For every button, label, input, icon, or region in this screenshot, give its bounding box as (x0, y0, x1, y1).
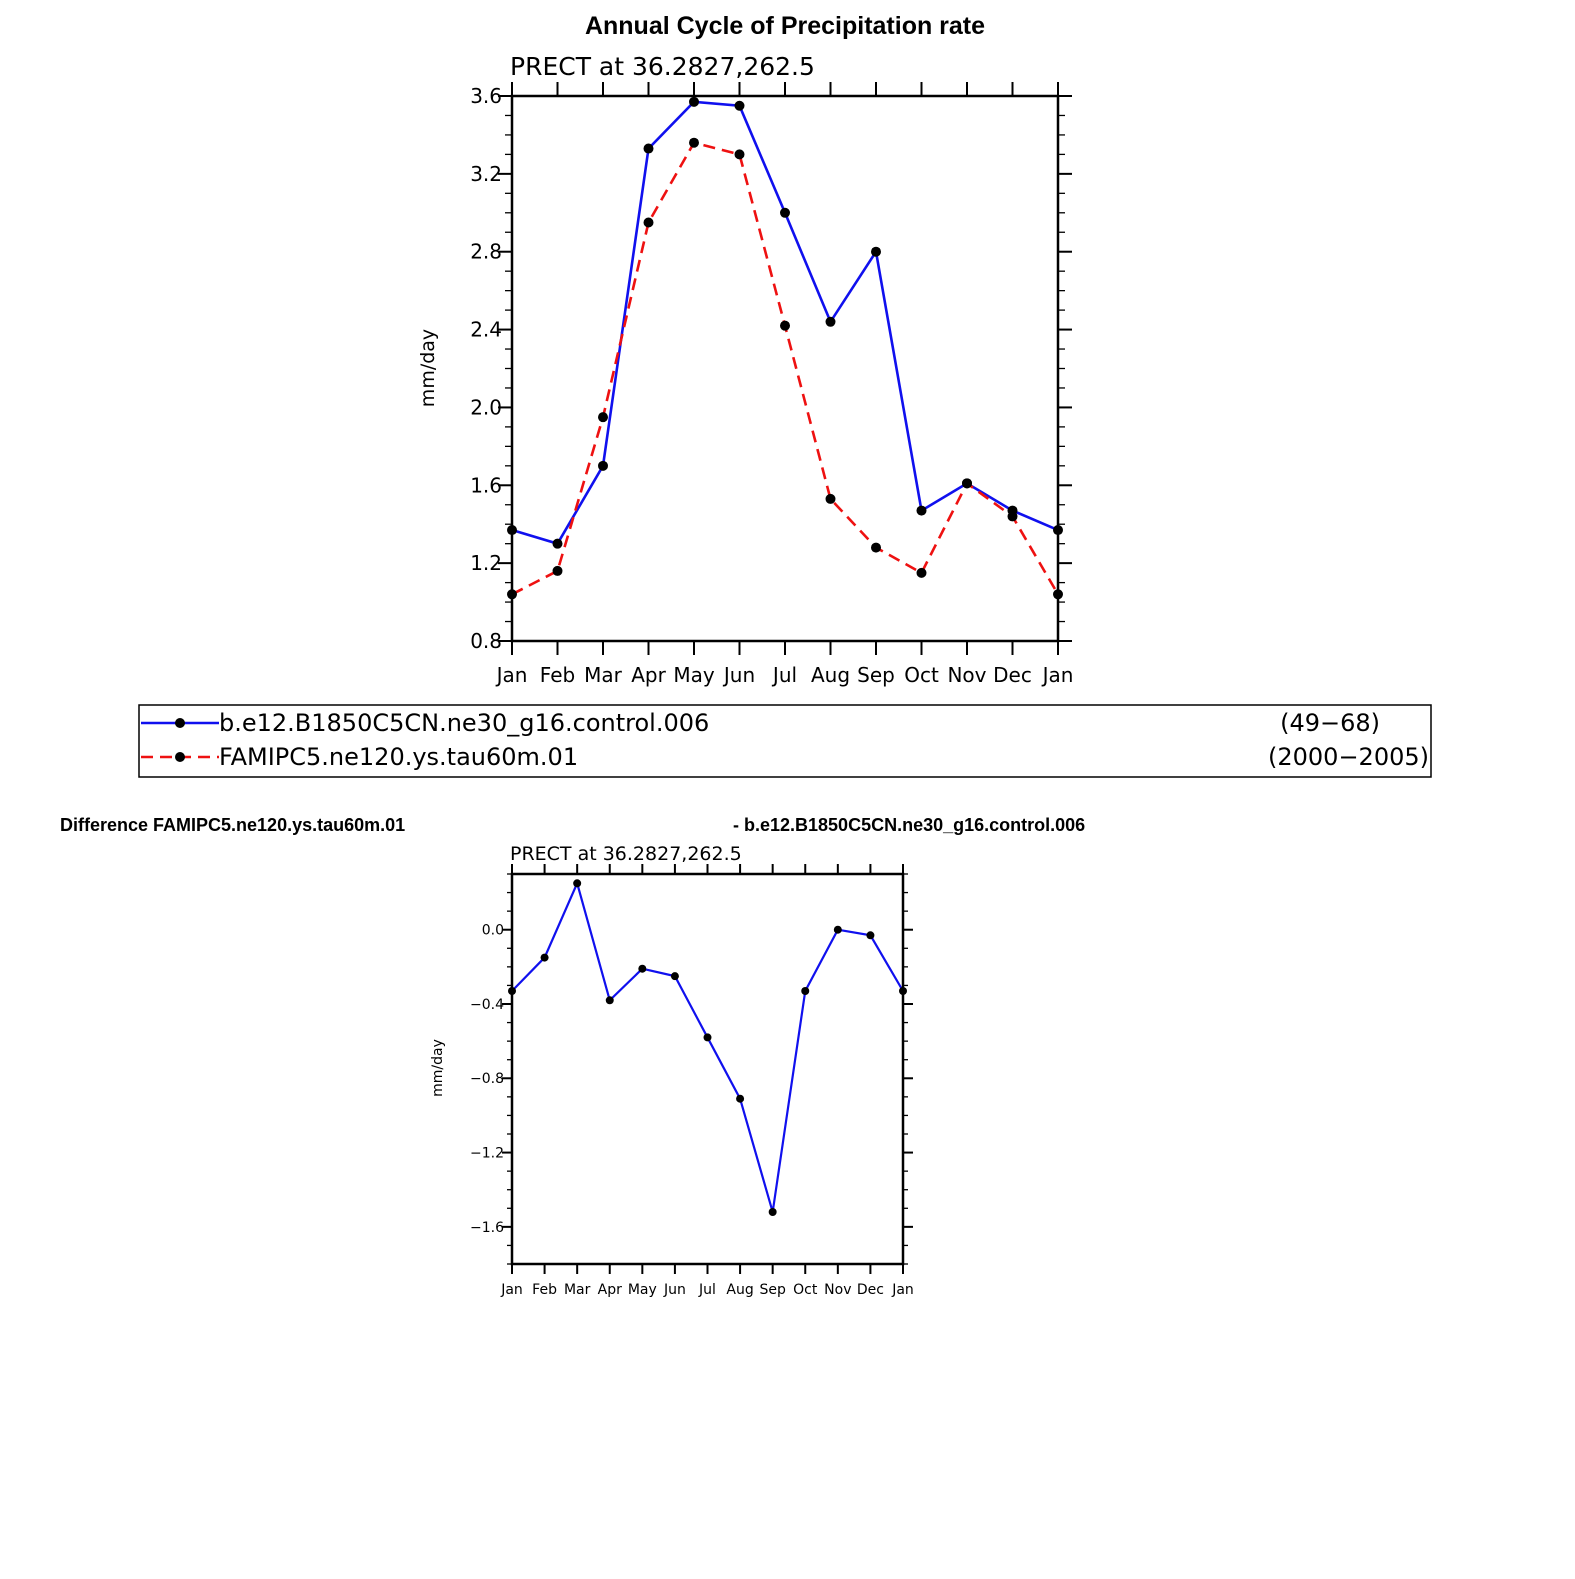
legend-years-control: (49−68) (1280, 709, 1380, 737)
x-tick-label: Apr (631, 663, 666, 687)
data-point (598, 460, 608, 471)
data-point (1007, 511, 1018, 522)
x-tick-label: Jan (891, 1282, 914, 1298)
data-point (780, 207, 790, 218)
difference-title-left: Difference FAMIPC5.ne120.ys.tau60m.01 (60, 815, 405, 835)
top-chart: PRECT at 36.2827,262.5 mm/day Jan Feb Mar A… (417, 52, 1073, 687)
y-tick-label: 2.8 (470, 240, 502, 264)
main-title: Annual Cycle of Precipitation rate (585, 12, 985, 40)
data-point (916, 505, 927, 516)
data-point (825, 316, 836, 327)
data-point (871, 542, 881, 553)
data-point (734, 149, 745, 160)
y-tick-label: 2.4 (470, 318, 502, 342)
x-tick-label: Mar (564, 1282, 591, 1298)
x-tick-label: Jul (771, 663, 797, 687)
data-point (703, 1033, 712, 1042)
data-point (871, 246, 881, 257)
data-point (598, 412, 608, 423)
x-tick-label: Jan (500, 1282, 523, 1298)
y-tick-label: 3.6 (470, 84, 502, 108)
data-point (801, 987, 810, 995)
data-point (833, 925, 842, 934)
y-tick-label: 3.2 (470, 162, 502, 186)
data-point (736, 1094, 745, 1103)
bottom-chart-ylabel: mm/day (430, 1039, 446, 1097)
bottom-chart: PRECT at 36.2827,262.5 mm/day Jan Feb Mar A… (430, 843, 914, 1298)
x-tick-label: Oct (793, 1282, 818, 1298)
legend-marker-control (175, 718, 185, 728)
data-point (605, 996, 614, 1005)
x-tick-label: Feb (540, 663, 575, 687)
x-tick-label: Aug (726, 1282, 753, 1298)
y-tick-label: 2.0 (470, 395, 502, 419)
y-tick-label: −1.6 (470, 1220, 504, 1236)
data-point (540, 953, 549, 962)
legend-box (138, 704, 1432, 778)
y-tick-label: 0.8 (470, 629, 502, 653)
x-tick-label: Mar (584, 663, 623, 687)
x-tick-label: Nov (824, 1282, 851, 1298)
x-tick-label: May (673, 663, 715, 687)
legend-entry-famip: FAMIPC5.ne120.ys.tau60m.01 (2000−2005) (141, 743, 1429, 771)
data-point (916, 567, 927, 578)
difference-title-right: - b.e12.B1850C5CN.ne30_g16.control.006 (733, 815, 1085, 835)
legend-label-famip: FAMIPC5.ne120.ys.tau60m.01 (219, 743, 578, 771)
bottom-chart-lines (508, 879, 907, 1216)
y-tick-label: −1.2 (470, 1145, 504, 1161)
y-tick-label: 1.6 (470, 473, 502, 497)
data-point (643, 217, 654, 228)
y-tick-label: 1.2 (470, 551, 502, 575)
x-tick-label: Dec (857, 1282, 884, 1298)
x-tick-label: Jan (1041, 663, 1074, 687)
top-chart-subtitle: PRECT at 36.2827,262.5 (510, 52, 815, 81)
x-tick-label: Jan (495, 663, 528, 687)
legend-entry-control: b.e12.B1850C5CN.ne30_g16.control.006 (49… (141, 709, 1380, 737)
data-point (552, 538, 563, 549)
x-tick-label: Sep (857, 663, 895, 687)
x-tick-label: Jul (698, 1282, 716, 1298)
data-point (670, 972, 679, 981)
legend-marker-famip (175, 752, 185, 762)
x-tick-label: May (628, 1282, 657, 1298)
series-line (511, 880, 904, 1213)
data-point (573, 879, 582, 888)
bottom-chart-frame (510, 872, 905, 1266)
legend-years-famip: (2000−2005) (1268, 743, 1429, 771)
data-point (780, 320, 790, 331)
x-tick-label: Jun (663, 1282, 686, 1298)
x-tick-label: Aug (811, 663, 850, 687)
data-point (638, 964, 647, 973)
data-point (866, 931, 875, 940)
y-tick-label: 0.0 (482, 923, 504, 939)
y-tick-label: −0.4 (470, 997, 504, 1013)
bottom-chart-subtitle: PRECT at 36.2827,262.5 (510, 843, 742, 865)
legend-label-control: b.e12.B1850C5CN.ne30_g16.control.006 (219, 709, 709, 737)
x-tick-label: Feb (532, 1282, 557, 1298)
x-tick-label: Apr (598, 1282, 622, 1298)
y-tick-label: −0.8 (470, 1071, 504, 1087)
x-tick-label: Oct (904, 663, 939, 687)
data-point (962, 478, 972, 489)
x-tick-label: Dec (993, 663, 1032, 687)
top-chart-lines (507, 96, 1063, 600)
bottom-chart-ticks: Jan Feb Mar Apr May Jun Jul Aug Sep Oct Nov Dec Jan 0… (470, 864, 914, 1298)
top-chart-ylabel: mm/day (417, 329, 439, 407)
top-chart-frame (510, 94, 1060, 643)
legend: b.e12.B1850C5CN.ne30_g16.control.006 (49… (138, 704, 1432, 778)
x-tick-label: Nov (947, 663, 986, 687)
x-tick-label: Jun (722, 663, 755, 687)
data-point (689, 96, 699, 107)
data-point (768, 1208, 777, 1216)
data-point (552, 565, 563, 576)
data-point (689, 137, 699, 148)
top-chart-ticks: Jan Feb Mar Apr May Jun Jul Aug Sep Oct Nov Dec Jan 0… (470, 82, 1073, 687)
data-point (825, 493, 836, 504)
data-point (734, 100, 745, 111)
x-tick-label: Sep (759, 1282, 786, 1298)
data-point (643, 143, 654, 154)
